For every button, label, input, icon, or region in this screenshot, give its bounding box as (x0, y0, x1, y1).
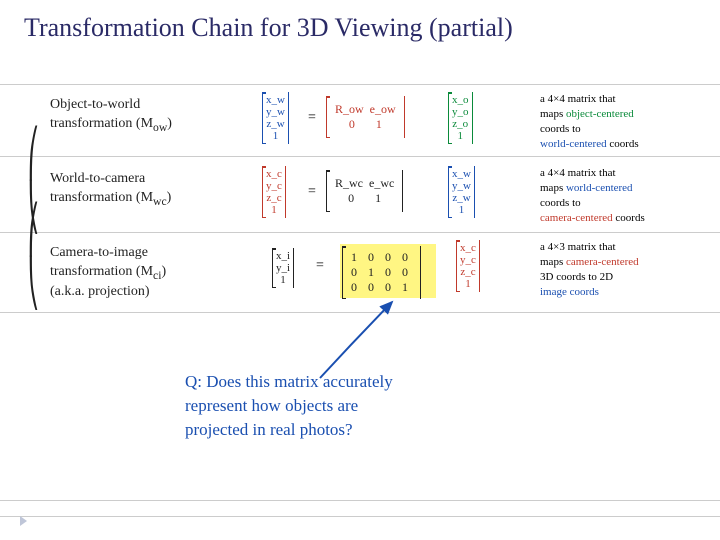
question-text: Q: Does this matrix accurately represent… (185, 370, 545, 441)
arrow-icon (0, 0, 720, 540)
slide-bullet-icon (20, 516, 27, 526)
